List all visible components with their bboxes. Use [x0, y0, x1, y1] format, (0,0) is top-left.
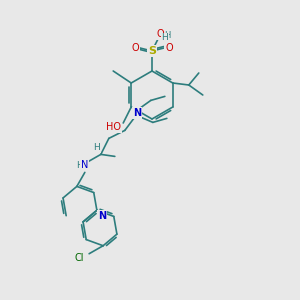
- Text: O: O: [165, 43, 173, 53]
- Text: Cl: Cl: [74, 253, 84, 263]
- Text: H: H: [94, 143, 100, 152]
- Text: N: N: [81, 160, 88, 170]
- Text: H: H: [162, 34, 168, 43]
- Text: H: H: [164, 31, 170, 40]
- Text: N: N: [98, 211, 106, 221]
- Text: O: O: [131, 43, 139, 53]
- Text: S: S: [148, 46, 156, 56]
- Text: HO: HO: [106, 122, 121, 132]
- Text: H: H: [76, 161, 83, 170]
- Text: O: O: [156, 29, 164, 39]
- Text: N: N: [133, 108, 141, 118]
